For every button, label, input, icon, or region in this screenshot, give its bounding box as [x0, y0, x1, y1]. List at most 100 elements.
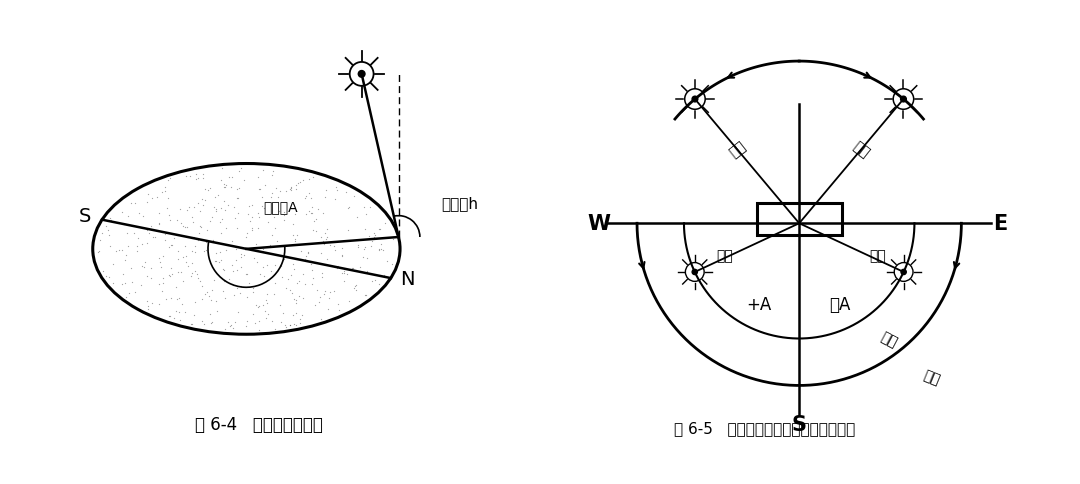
- Point: [239, 271, 256, 278]
- Point: [176, 242, 193, 250]
- Point: [113, 281, 131, 288]
- Point: [172, 206, 189, 213]
- Point: [295, 271, 312, 278]
- Point: [189, 175, 206, 182]
- Point: [195, 197, 213, 204]
- Point: [340, 204, 357, 212]
- Point: [205, 203, 222, 211]
- Point: [275, 217, 293, 225]
- Point: [202, 184, 219, 192]
- Point: [152, 263, 170, 271]
- Point: [170, 248, 187, 256]
- Point: [153, 188, 171, 196]
- Point: [218, 182, 235, 190]
- Point: [216, 198, 233, 206]
- Point: [220, 275, 238, 283]
- Point: [356, 291, 374, 299]
- Point: [190, 237, 207, 244]
- Point: [254, 264, 271, 272]
- Point: [375, 247, 392, 255]
- Point: [120, 290, 137, 298]
- Point: [168, 216, 186, 224]
- Point: [329, 301, 347, 309]
- Point: [138, 227, 156, 235]
- Point: [292, 179, 309, 186]
- Point: [274, 309, 292, 317]
- Text: 高度角h: 高度角h: [442, 196, 478, 211]
- Point: [219, 318, 237, 326]
- Point: [248, 258, 266, 266]
- Point: [100, 232, 118, 240]
- Point: [150, 210, 167, 217]
- Point: [275, 322, 293, 330]
- Point: [292, 319, 309, 327]
- Point: [232, 282, 249, 290]
- Point: [174, 301, 191, 309]
- Point: [278, 324, 295, 332]
- Point: [313, 315, 330, 323]
- Point: [378, 257, 395, 265]
- Point: [97, 272, 114, 280]
- Point: [188, 170, 205, 178]
- Point: [273, 273, 291, 281]
- Point: [138, 272, 156, 280]
- Point: [203, 318, 220, 326]
- Point: [118, 230, 135, 238]
- Text: S: S: [79, 207, 91, 226]
- Point: [364, 237, 381, 245]
- Point: [172, 317, 189, 324]
- Point: [170, 269, 187, 276]
- Point: [295, 257, 312, 264]
- Point: [237, 271, 254, 279]
- Point: [162, 272, 179, 280]
- Point: [291, 277, 308, 285]
- Point: [306, 217, 323, 225]
- Point: [99, 227, 117, 235]
- Point: [245, 255, 262, 262]
- Point: [303, 266, 321, 274]
- Point: [313, 273, 330, 281]
- Point: [244, 288, 261, 296]
- Point: [350, 244, 367, 252]
- Point: [100, 273, 118, 281]
- Point: [189, 274, 206, 282]
- Point: [318, 233, 335, 241]
- Point: [239, 317, 256, 325]
- Point: [325, 288, 342, 296]
- Point: [238, 322, 255, 330]
- Circle shape: [692, 270, 698, 275]
- Point: [283, 272, 300, 279]
- Point: [181, 172, 199, 180]
- Point: [216, 276, 233, 284]
- Point: [275, 212, 293, 219]
- Point: [362, 203, 379, 211]
- Point: [258, 299, 275, 307]
- Point: [215, 184, 232, 192]
- Point: [165, 235, 183, 242]
- Point: [203, 213, 220, 221]
- Point: [327, 196, 345, 204]
- Point: [330, 306, 348, 314]
- Point: [241, 203, 258, 211]
- Point: [327, 183, 345, 191]
- Point: [266, 325, 283, 333]
- Point: [280, 276, 297, 284]
- Point: [186, 299, 203, 306]
- Point: [216, 181, 233, 188]
- Point: [285, 231, 302, 239]
- Point: [285, 200, 302, 208]
- Point: [295, 176, 312, 184]
- Point: [180, 204, 198, 212]
- Point: [151, 255, 168, 263]
- Point: [282, 287, 299, 295]
- Point: [160, 212, 177, 219]
- Point: [103, 217, 120, 225]
- Text: 夏至: 夏至: [921, 367, 942, 387]
- Point: [372, 226, 389, 234]
- Point: [336, 270, 353, 278]
- Point: [113, 209, 131, 216]
- Point: [217, 184, 234, 192]
- Point: [184, 259, 201, 267]
- Point: [244, 227, 261, 235]
- Point: [345, 192, 362, 200]
